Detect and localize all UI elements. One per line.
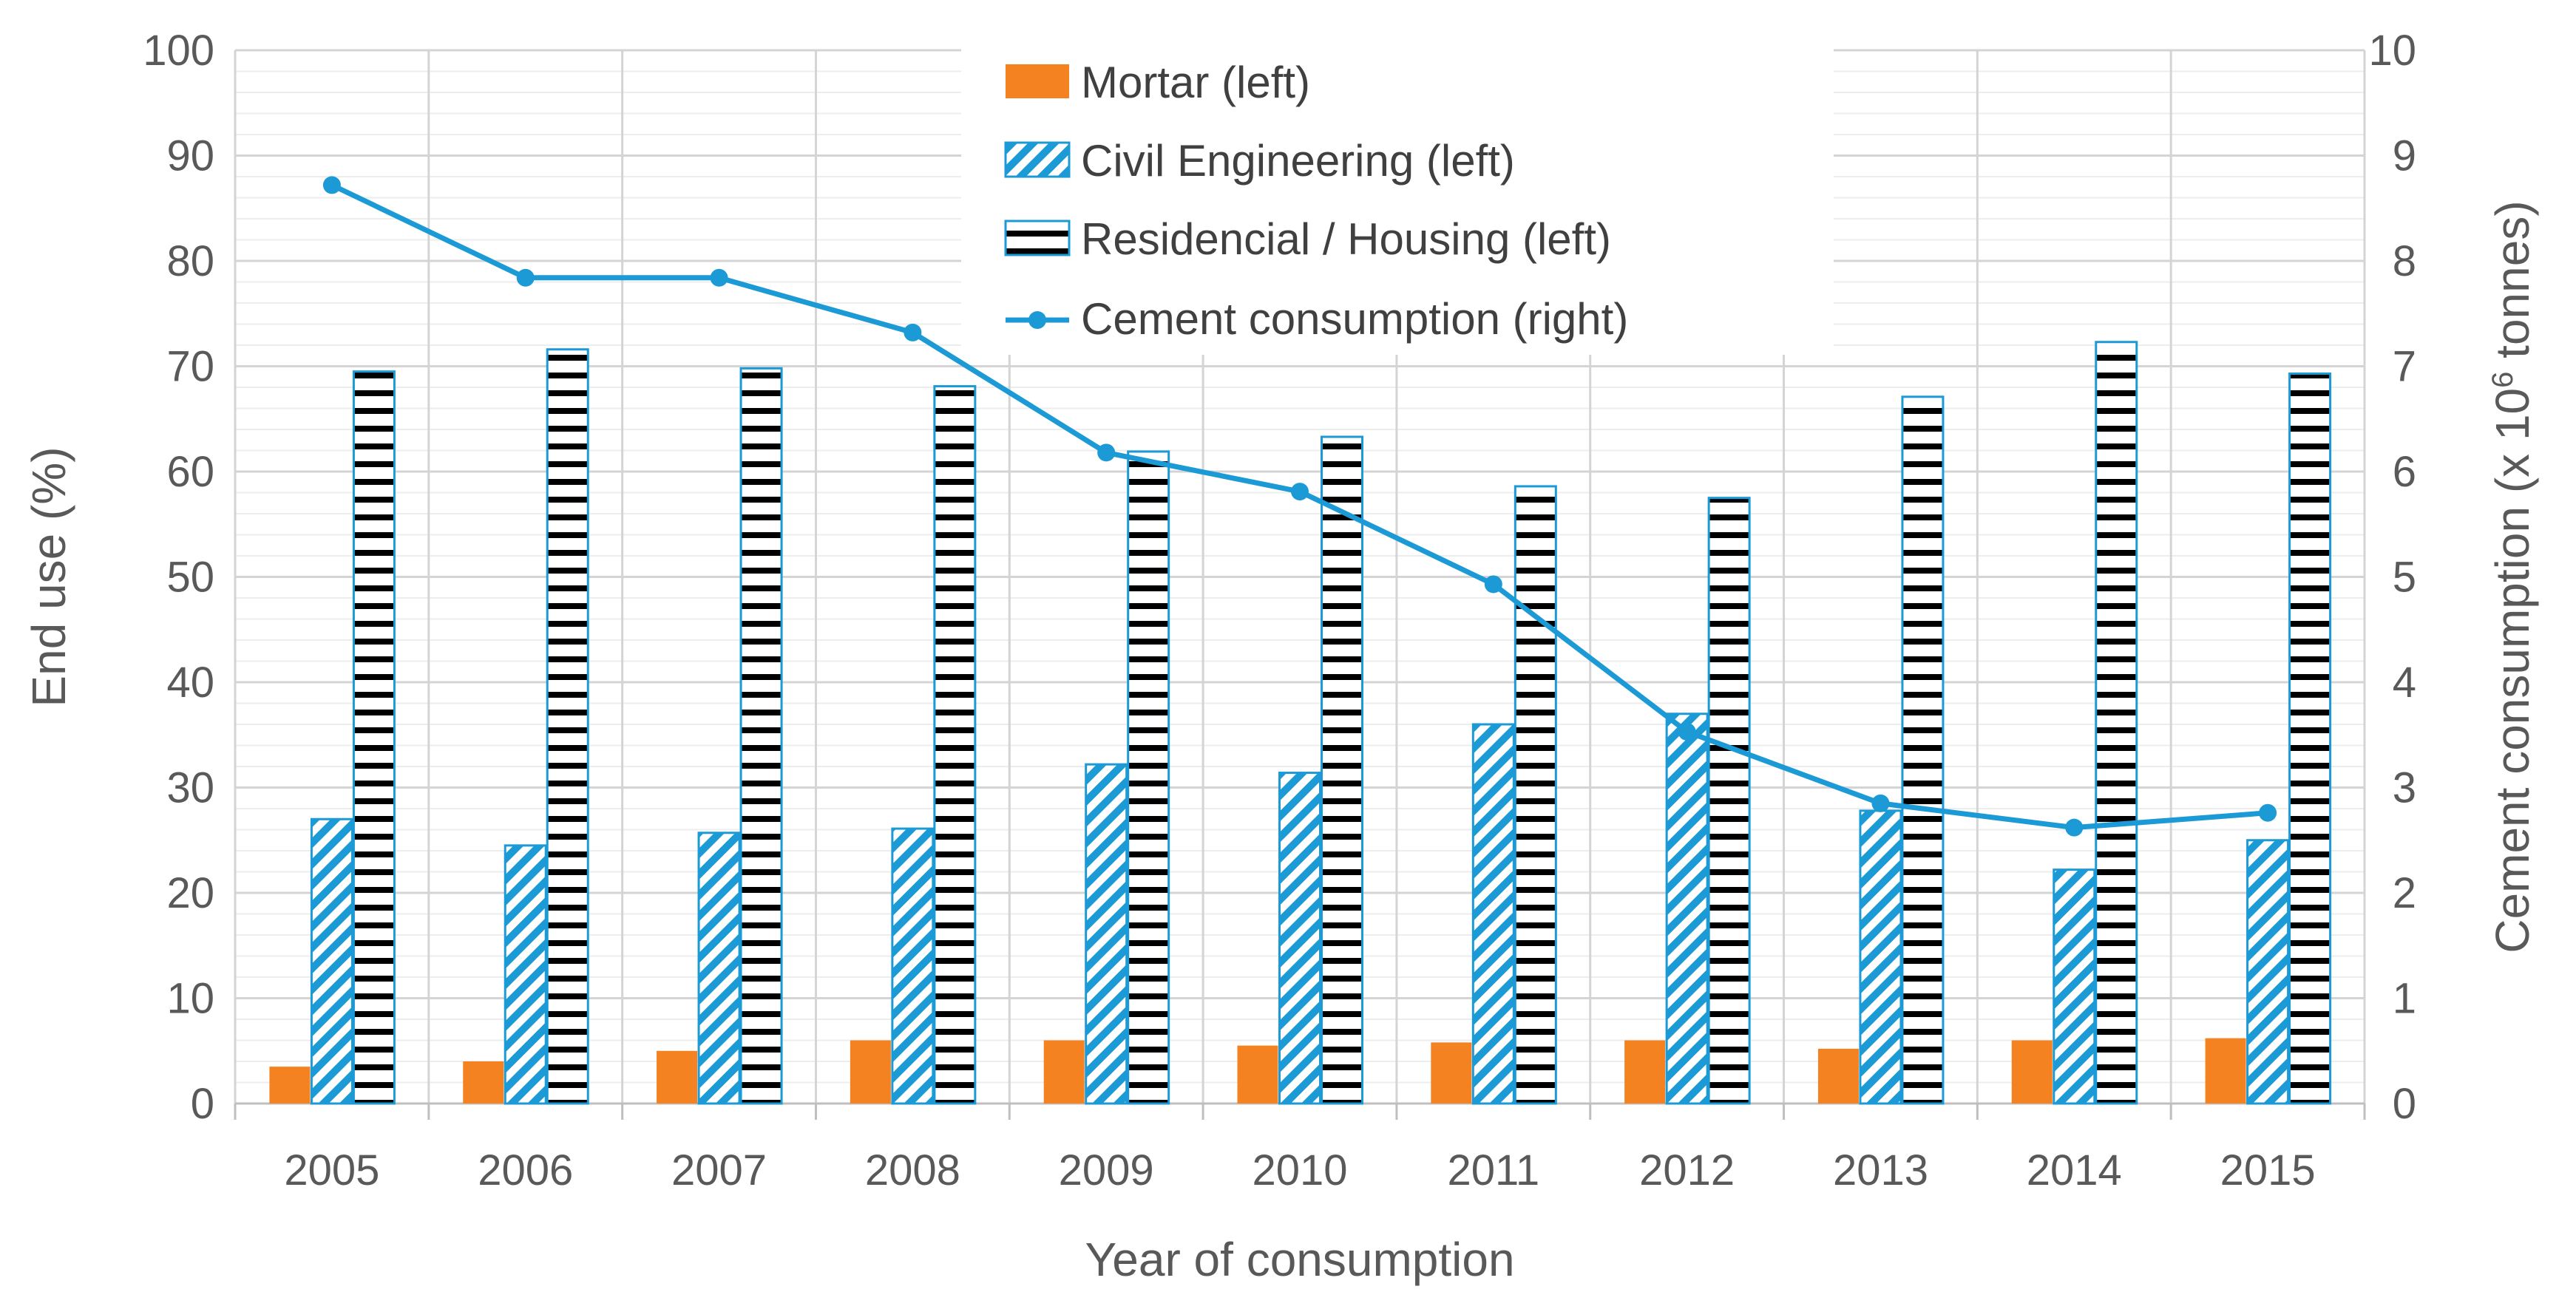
civil-engineering-bar: [697, 832, 741, 1105]
x-tick-label: 2005: [284, 1146, 379, 1194]
civil-engineering-bar: [1859, 809, 1902, 1105]
y2-tick-label: 8: [2393, 237, 2416, 285]
residencial-housing-bar: [2095, 341, 2138, 1105]
residencial-housing-bar: [1127, 450, 1170, 1105]
y2-tick-label: 0: [2393, 1080, 2416, 1128]
x-tick-label: 2011: [1447, 1146, 1539, 1194]
y2-axis-title-superscript: 6: [2487, 372, 2519, 388]
civil-engineering-bar: [504, 844, 547, 1105]
legend-label-cement-consumption: Cement consumption (right): [1081, 294, 1628, 344]
residencial-housing-bar: [1707, 497, 1751, 1105]
x-tick-label: 2012: [1639, 1146, 1735, 1194]
legend-background: [961, 37, 1834, 355]
x-tick-label: 2009: [1059, 1146, 1154, 1194]
legend-swatch-mortar: [1006, 64, 1069, 98]
y2-tick-label: 9: [2393, 132, 2416, 180]
y-axis-title: End use (%): [22, 446, 75, 707]
legend: Mortar (left) Civil Engineering (left) R…: [961, 37, 1834, 355]
mortar-bar: [850, 1040, 891, 1104]
y-tick-label: 30: [166, 764, 214, 812]
legend-swatch-civil-engineering: [1004, 141, 1071, 178]
legend-label-residencial-housing: Residencial / Housing (left): [1081, 214, 1611, 264]
cement-consumption-point: [1097, 443, 1116, 462]
y-tick-label: 10: [166, 975, 214, 1023]
residencial-housing-bar: [1901, 395, 1945, 1105]
y2-axis-title-part2: tonnes): [2486, 200, 2539, 371]
cement-consumption-point: [1678, 722, 1696, 741]
x-tick-label: 2008: [865, 1146, 960, 1194]
y-tick-label: 40: [166, 659, 214, 707]
mortar-bar: [269, 1067, 311, 1104]
mortar-bar: [2205, 1038, 2246, 1104]
y2-tick-label: 7: [2393, 343, 2416, 391]
residencial-housing-bar: [546, 348, 589, 1105]
y-tick-label: 100: [143, 27, 214, 75]
y2-tick-label: 10: [2368, 27, 2416, 75]
mortar-bar: [2011, 1040, 2053, 1104]
civil-engineering-bar: [1085, 763, 1128, 1105]
civil-engineering-bar: [2246, 839, 2290, 1105]
civil-engineering-bar: [1471, 723, 1515, 1105]
mortar-bar: [1043, 1040, 1085, 1104]
y2-axis-title-part1: Cement consumption (x 10: [2486, 388, 2539, 953]
y-tick-label: 50: [166, 554, 214, 602]
cement-consumption-point: [1871, 794, 1890, 812]
cement-consumption-point: [710, 268, 728, 287]
mortar-bar: [1624, 1040, 1666, 1104]
cement-line: [322, 176, 2277, 837]
y-tick-label: 20: [166, 869, 214, 917]
civil-engineering-bar: [1278, 772, 1321, 1105]
mortar-bar: [1817, 1048, 1859, 1104]
cement-consumption-point: [516, 268, 535, 287]
x-tick-label: 2013: [1833, 1146, 1928, 1194]
residencial-housing-bar: [352, 370, 396, 1105]
legend-swatch-residencial-housing: [1004, 220, 1071, 256]
legend-swatch-cement-marker: [1028, 311, 1046, 329]
mortar-bar: [657, 1050, 698, 1104]
legend-label-mortar: Mortar (left): [1081, 58, 1310, 107]
cement-consumption-point: [322, 176, 341, 194]
cement-consumption-point: [904, 323, 922, 341]
y2-tick-label: 3: [2393, 764, 2416, 812]
cement-consumption-point: [2065, 818, 2084, 837]
cement-consumption-point: [1291, 483, 1309, 501]
cement-consumption-point: [2259, 803, 2277, 822]
y2-tick-label: 1: [2393, 975, 2416, 1023]
x-axis-title: Year of consumption: [1085, 1233, 1514, 1286]
tick-labels: 0 10 20 30 40 50 60 70 80 90 100 0 1 2 3 4 5 6 7 8 9 10 2005 20…: [143, 27, 2416, 1194]
mortar-bar: [463, 1061, 504, 1104]
residencial-housing-bar: [2288, 372, 2332, 1105]
x-tick-label: 2010: [1252, 1146, 1347, 1194]
axes: [234, 1102, 2366, 1120]
y-tick-label: 90: [166, 132, 214, 180]
cement-consumption-point: [1484, 575, 1502, 594]
y2-axis-title: Cement consumption (x 106 tonnes): [2486, 200, 2539, 953]
x-tick-label: 2007: [671, 1146, 767, 1194]
y2-tick-label: 6: [2393, 448, 2416, 496]
x-tick-label: 2006: [478, 1146, 573, 1194]
civil-engineering-bar: [891, 827, 935, 1105]
legend-label-civil-engineering: Civil Engineering (left): [1081, 136, 1515, 186]
civil-engineering-bar: [1665, 713, 1709, 1105]
y2-tick-label: 2: [2393, 869, 2416, 917]
residencial-housing-bar: [1514, 485, 1557, 1105]
y2-tick-label: 4: [2393, 659, 2416, 707]
residencial-housing-bar: [933, 385, 977, 1105]
residencial-housing-bar: [739, 367, 783, 1105]
mortar-bar: [1237, 1045, 1278, 1104]
residencial-housing-bar: [1321, 435, 1363, 1105]
bars: [269, 341, 2332, 1105]
y-tick-label: 60: [166, 448, 214, 496]
x-tick-label: 2015: [2220, 1146, 2316, 1194]
y-tick-label: 70: [166, 343, 214, 391]
civil-engineering-bar: [310, 817, 353, 1105]
civil-engineering-bar: [2053, 868, 2096, 1105]
x-tick-label: 2014: [2027, 1146, 2122, 1194]
y2-tick-label: 5: [2393, 554, 2416, 602]
mortar-bar: [1431, 1042, 1472, 1104]
y-tick-label: 0: [191, 1080, 214, 1128]
y-tick-label: 80: [166, 237, 214, 285]
